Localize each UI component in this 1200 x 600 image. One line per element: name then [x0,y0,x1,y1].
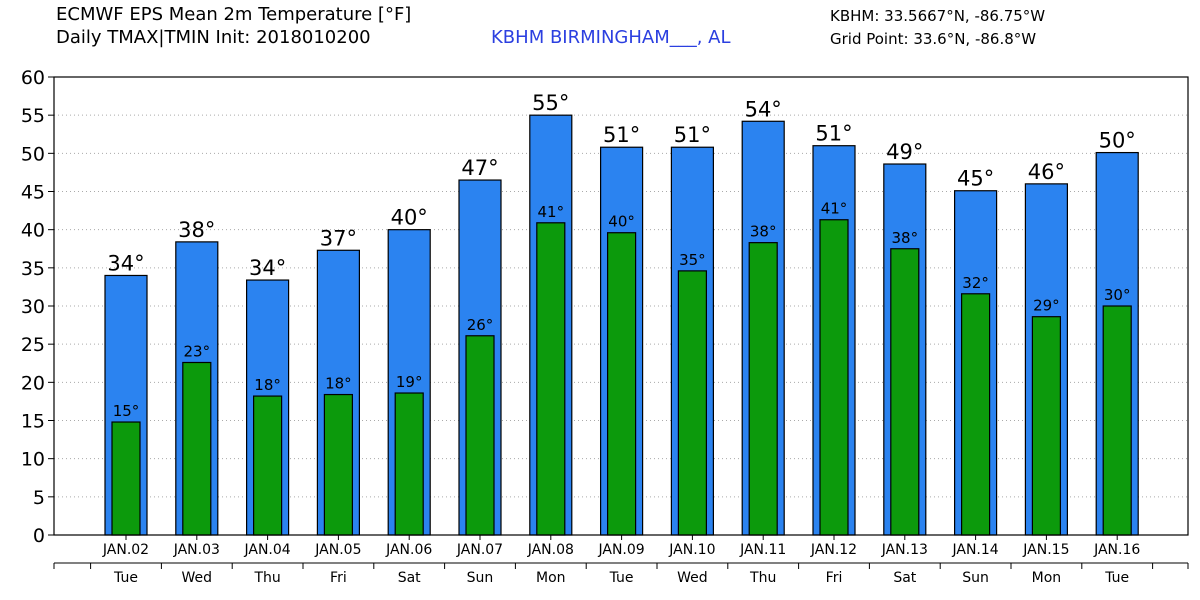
tmin-data-label: 40° [608,213,635,231]
tmax-data-label: 51° [674,123,711,147]
y-tick-label: 35 [21,258,45,280]
tmax-data-label: 37° [320,226,357,250]
y-tick-label: 60 [21,67,45,89]
x-category-label: JAN.14 [951,542,998,558]
tmax-data-label: 47° [461,156,498,180]
tmax-data-label: 51° [603,123,640,147]
y-tick-label: 20 [21,372,45,394]
x-category-label: JAN.09 [597,542,644,558]
tmax-data-label: 40° [391,206,428,230]
y-tick-label: 55 [21,105,45,127]
tmin-data-label: 23° [184,342,211,360]
x-weekday-label: Sun [467,570,494,586]
x-category-label: JAN.03 [173,542,220,558]
x-category-label: JAN.13 [881,542,928,558]
y-tick-label: 25 [21,334,45,356]
tmin-bar [323,393,353,536]
x-category-label: JAN.11 [739,542,786,558]
x-weekday-label: Wed [182,570,213,586]
tmin-bar [536,222,566,536]
y-tick-label: 10 [21,449,45,471]
tmin-bar [819,219,849,536]
chart-title: ECMWF EPS Mean 2m Temperature [°F] [56,4,412,25]
x-weekday-label: Tue [113,570,138,586]
x-weekday-label: Sat [398,570,421,586]
tmax-data-label: 34° [249,256,286,280]
tmin-bar [182,361,212,536]
tmin-data-label: 41° [821,200,848,218]
tmax-data-label: 51° [815,122,852,146]
x-category-label: JAN.15 [1022,542,1069,558]
x-weekday-label: Sat [893,570,916,586]
x-category-label: JAN.12 [810,542,857,558]
tmin-bar [1102,305,1132,536]
x-weekday-label: Thu [253,570,280,586]
axes: 0 5 10 15 20 25 30 35 40 45 50 55 60 JAN.02 Tue JAN.03 W… [21,67,1189,586]
x-category-label: JAN.07 [456,542,503,558]
tmin-data-label: 38° [750,223,777,241]
tmin-data-label: 26° [467,316,494,334]
x-weekday-label: Mon [536,570,566,586]
tmax-data-label: 50° [1099,129,1136,153]
tmin-data-label: 29° [1033,297,1060,315]
tmin-data-label: 18° [325,375,352,393]
x-category-label: JAN.04 [243,542,290,558]
data-labels: 34° 15° 38° 23° 34° 18° 37° 18° 40° 19° 47° 26° 55° 4… [107,91,1135,420]
station-coordinates: KBHM: 33.5667°N, -86.75°W [830,7,1046,25]
tmin-data-label: 15° [113,402,140,420]
x-weekday-label: Tue [609,570,634,586]
x-category-label: JAN.05 [314,542,361,558]
tmin-bar [606,232,637,536]
y-tick-label: 50 [21,143,45,165]
plot-frame [53,76,1189,536]
bars [104,114,1139,536]
tmin-bar [465,335,495,536]
x-weekday-label: Wed [677,570,708,586]
tmin-data-label: 38° [892,229,919,247]
y-tick-label: 5 [33,487,45,509]
tmin-data-label: 35° [679,251,706,269]
tmin-bar [394,392,424,536]
tmin-bar [1031,316,1062,536]
tmin-bar [111,421,141,536]
y-tick-label: 40 [21,220,45,242]
y-tick-label: 30 [21,296,45,318]
tmin-bar [253,395,283,536]
x-weekday-label: Thu [749,570,776,586]
x-weekday-label: Tue [1104,570,1129,586]
tmax-data-label: 34° [107,251,144,275]
tmin-bar [890,248,920,536]
tmin-data-label: 41° [538,203,565,221]
tmax-data-label: 46° [1028,160,1065,184]
y-tick-label: 0 [33,525,45,547]
tmin-bar [960,293,991,536]
x-category-label: JAN.16 [1093,542,1140,558]
x-category-label: JAN.06 [385,542,432,558]
tmax-data-label: 38° [178,218,215,242]
tmax-data-label: 49° [886,140,923,164]
chart-subtitle: Daily TMAX|TMIN Init: 2018010200 [56,27,371,48]
x-category-label: JAN.10 [668,542,715,558]
tmax-data-label: 45° [957,167,994,191]
tmin-bar [748,242,778,536]
tmin-data-label: 18° [254,376,281,394]
tmin-data-label: 32° [962,274,989,292]
x-category-label: JAN.08 [527,542,574,558]
tmin-bar [677,270,708,536]
tmax-data-label: 55° [532,91,569,115]
tmax-data-label: 54° [745,97,782,121]
grid-point-coordinates: Grid Point: 33.6°N, -86.8°W [830,30,1037,48]
y-tick-label: 15 [21,411,45,433]
x-weekday-label: Fri [330,570,347,586]
tmin-data-label: 30° [1104,286,1131,304]
y-tick-label: 45 [21,182,45,204]
tmin-data-label: 19° [396,373,423,391]
x-weekday-label: Mon [1032,570,1062,586]
station-name: KBHM BIRMINGHAM___, AL [491,27,731,48]
x-weekday-label: Sun [962,570,989,586]
x-category-label: JAN.02 [102,542,149,558]
x-weekday-label: Fri [826,570,843,586]
